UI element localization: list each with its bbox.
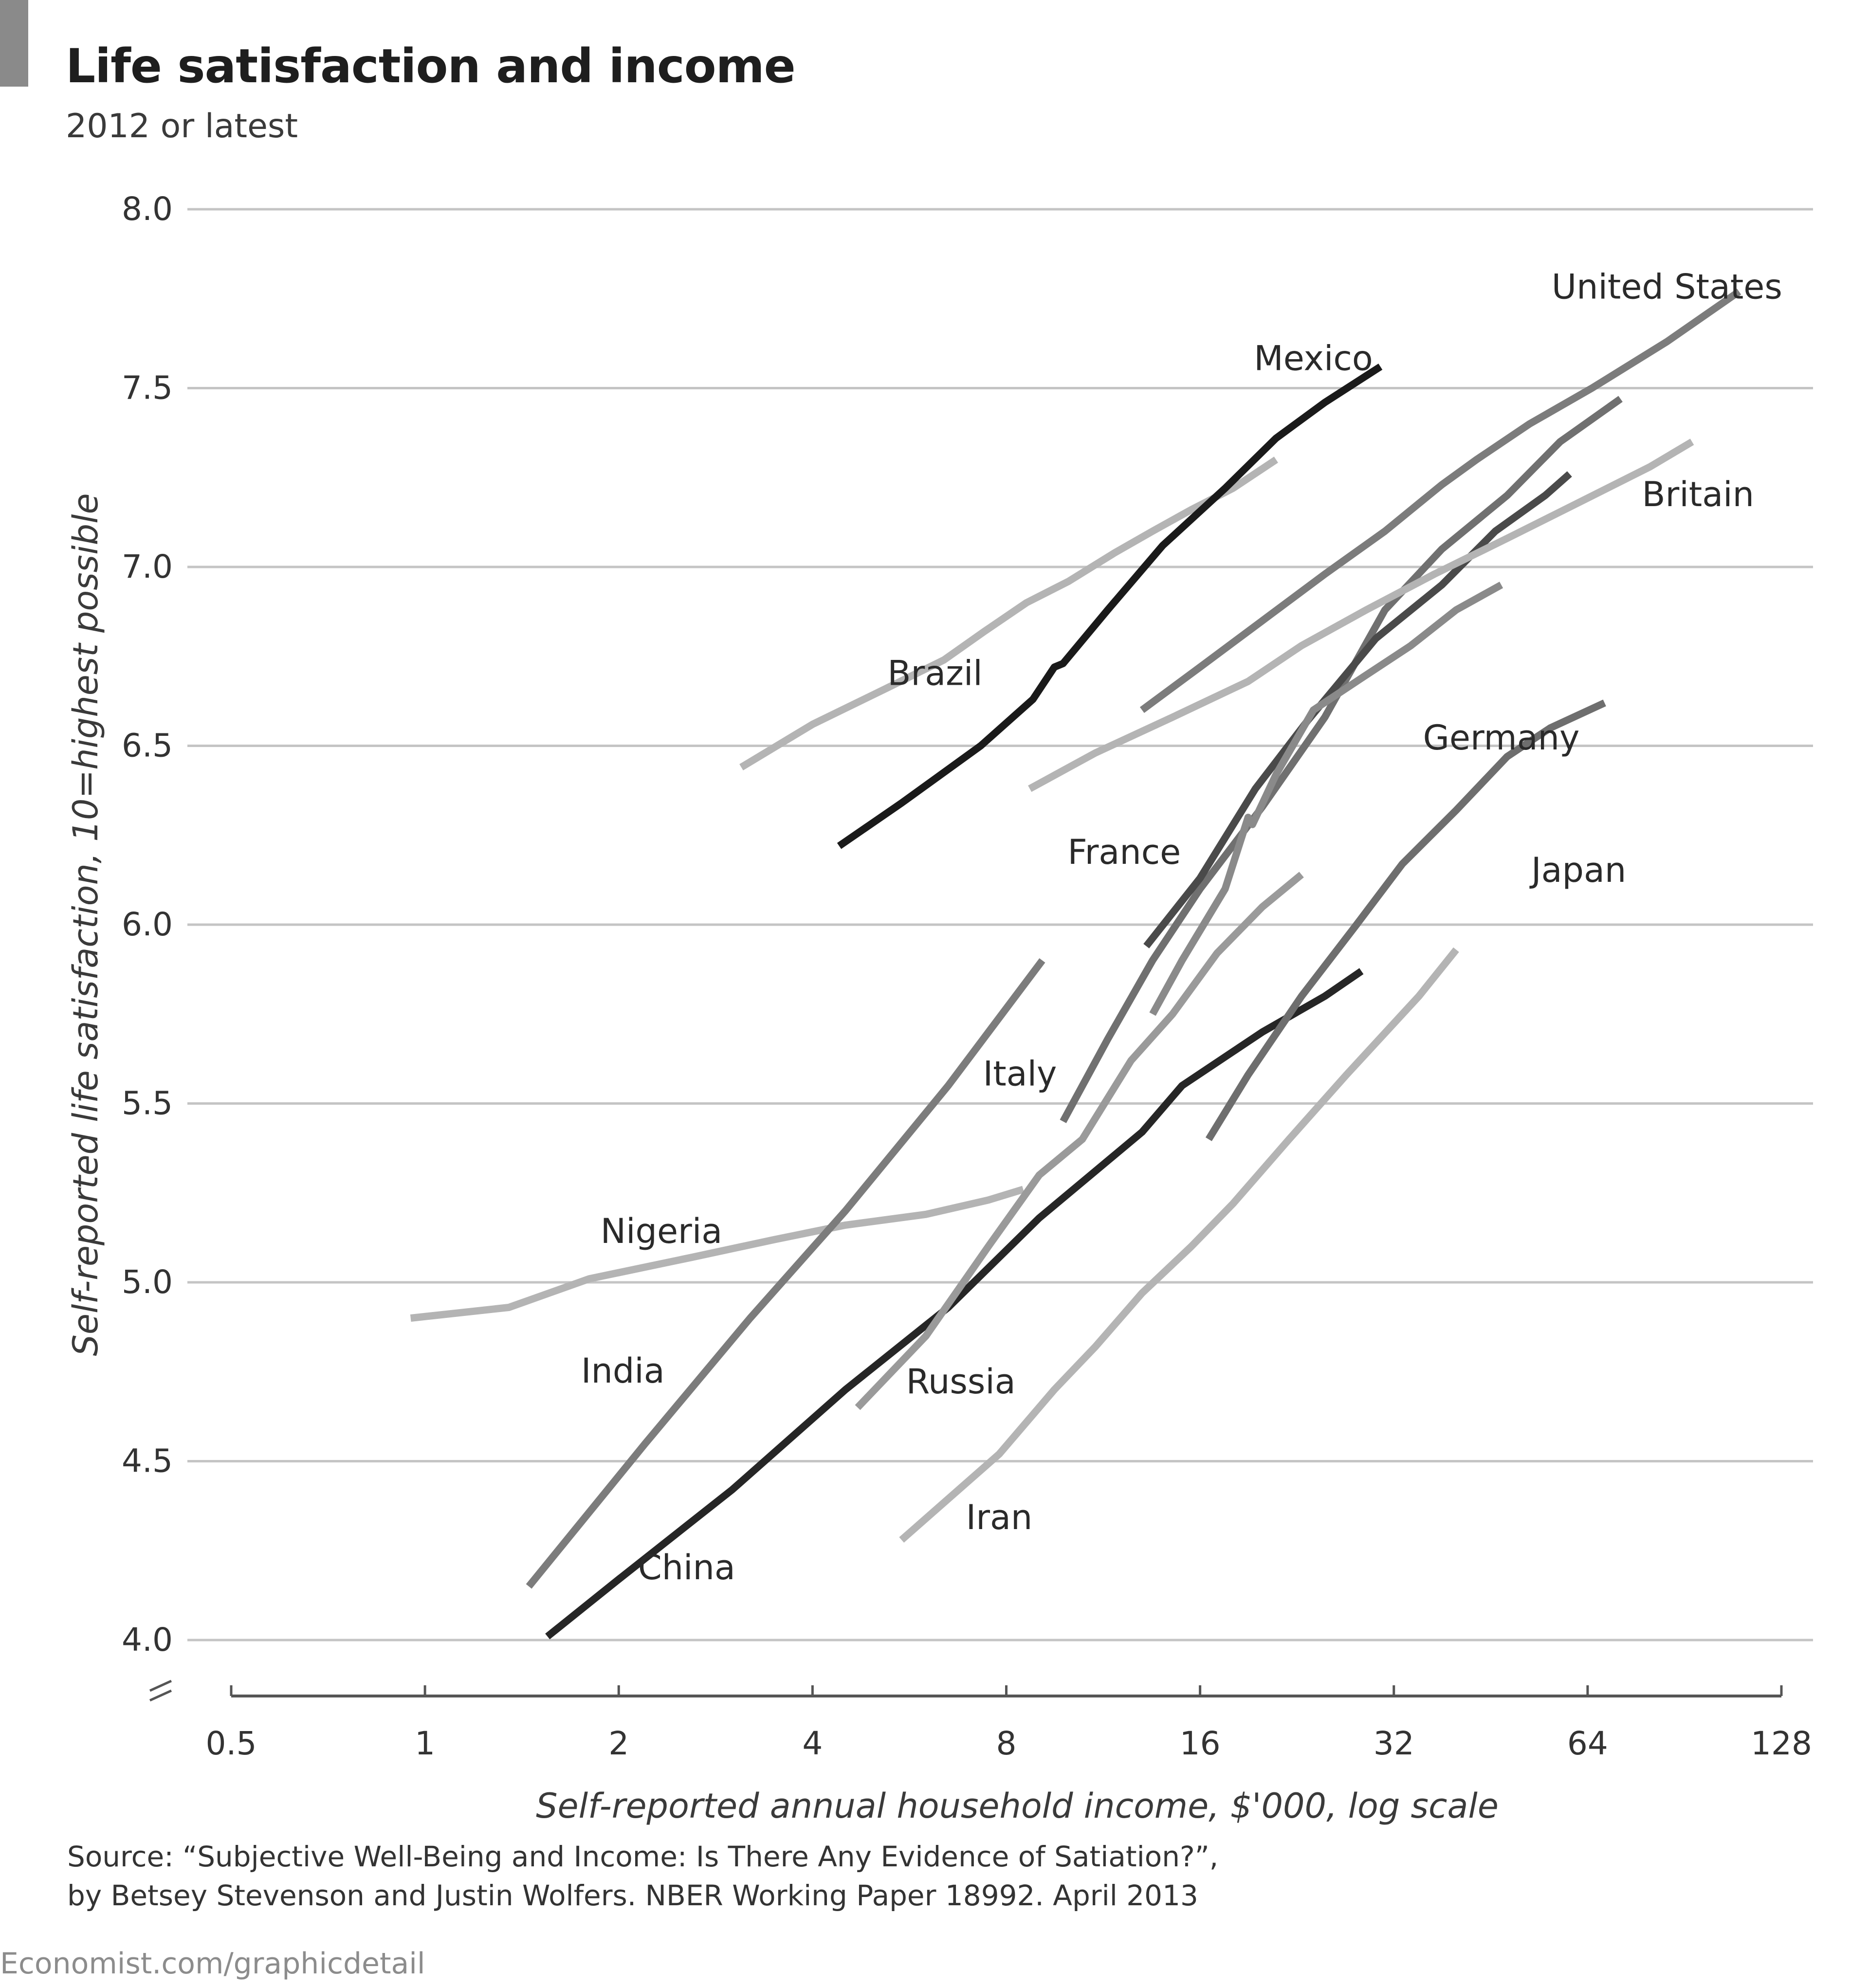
x-tick-label: 32 — [1374, 1725, 1414, 1762]
chart-title: Life satisfaction and income — [66, 39, 796, 93]
series-line-italy — [1060, 396, 1623, 1123]
series-lines — [410, 288, 1741, 1640]
economist-credit: Economist.com/graphicdetail — [0, 1947, 425, 1981]
x-tick-label: 8 — [996, 1725, 1017, 1762]
x-tick-label: 2 — [608, 1725, 629, 1762]
label-germany: Germany — [1423, 718, 1580, 758]
x-tick-label: 16 — [1180, 1725, 1221, 1762]
x-tick-label: 128 — [1751, 1725, 1812, 1762]
series-line-iran — [899, 947, 1459, 1543]
y-tick-label: 4.0 — [122, 1621, 173, 1659]
series-line-brazil — [739, 456, 1278, 771]
axis-break-mark — [149, 1679, 172, 1692]
series-line-france — [1143, 471, 1572, 948]
gridlines — [187, 208, 1813, 1641]
x-axis-title: Self-reported annual household income, $… — [536, 1786, 1499, 1826]
series-line-india — [526, 958, 1045, 1589]
y-tick-label: 4.5 — [122, 1442, 173, 1480]
label-japan: Japan — [1529, 850, 1626, 890]
y-tick-label: 7.5 — [122, 369, 173, 407]
series-line-united-states — [1139, 288, 1741, 713]
series-line-britain — [1028, 438, 1694, 792]
x-tick-label: 4 — [802, 1725, 823, 1762]
label-china: China — [638, 1548, 735, 1587]
x-tick-label: 1 — [415, 1725, 435, 1762]
label-iran: Iran — [966, 1497, 1033, 1537]
label-brazil: Brazil — [887, 654, 982, 693]
y-axis-title: Self-reported life satisfaction, 10=high… — [66, 493, 106, 1356]
label-mexico: Mexico — [1254, 339, 1373, 379]
source-line-2: by Betsey Stevenson and Justin Wolfers. … — [67, 1879, 1198, 1912]
axes: 4.0 4.5 5.0 5.5 6.0 6.5 7.0 7.5 8.0 0.5 1 2 4 8 16 32 64… — [66, 190, 1812, 1826]
label-india: India — [581, 1351, 665, 1391]
label-russia: Russia — [906, 1362, 1016, 1402]
x-tick-label: 0.5 — [206, 1725, 257, 1762]
y-tick-label: 7.0 — [122, 548, 173, 585]
label-united-states: United States — [1552, 267, 1782, 307]
axis-break-mark — [149, 1689, 172, 1702]
y-tick-label: 5.0 — [122, 1263, 173, 1301]
series-line-japan — [1205, 699, 1606, 1141]
chart-subtitle: 2012 or latest — [66, 107, 298, 146]
series-line-germany — [1149, 582, 1503, 1016]
series-line-china — [545, 968, 1364, 1640]
corner-accent-tab — [0, 0, 28, 87]
y-tick-label: 5.5 — [122, 1085, 173, 1122]
series-line-mexico — [837, 364, 1383, 849]
source-line-1: Source: “Subjective Well-Being and Incom… — [67, 1840, 1219, 1873]
series-labels: United States Mexico Britain Brazil Germany J… — [581, 267, 1782, 1587]
y-tick-label: 6.0 — [122, 906, 173, 943]
series-line-nigeria — [410, 1186, 1025, 1322]
source-note: Source: “Subjective Well-Being and Incom… — [67, 1837, 1218, 1915]
label-nigeria: Nigeria — [601, 1211, 722, 1251]
y-tick-label: 8.0 — [122, 190, 173, 228]
life-satisfaction-chart: 4.0 4.5 5.0 5.5 6.0 6.5 7.0 7.5 8.0 0.5 1 2 4 8 16 32 64… — [66, 190, 1813, 1826]
x-tick-label: 64 — [1567, 1725, 1608, 1762]
label-italy: Italy — [983, 1054, 1057, 1094]
label-france: France — [1067, 832, 1181, 872]
label-britain: Britain — [1642, 474, 1754, 514]
y-tick-label: 6.5 — [122, 727, 173, 765]
series-line-russia — [855, 872, 1304, 1410]
